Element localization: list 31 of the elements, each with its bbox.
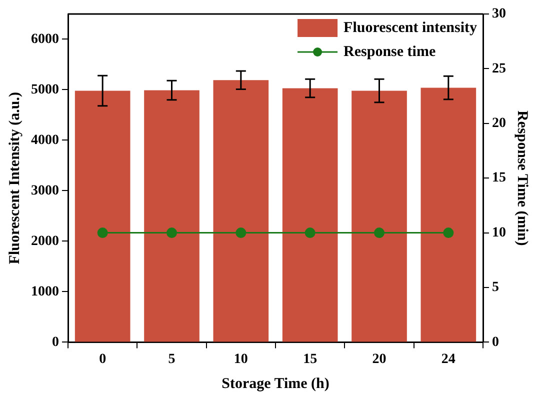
y-tick-label: 4000	[31, 132, 59, 148]
x-tick-label: 15	[303, 352, 318, 368]
legend-label: Fluorescent intensity	[344, 20, 478, 36]
y-tick-label: 2000	[31, 234, 59, 249]
x-axis-title: Storage Time (h)	[222, 376, 330, 392]
x-tick-label: 10	[234, 352, 248, 368]
y2-tick-label: 20	[492, 116, 506, 132]
y2-tick-label: 30	[492, 6, 506, 22]
bar	[352, 90, 407, 342]
y2-tick-label: 25	[492, 61, 506, 76]
y2-axis-title: Response Time (min)	[514, 110, 530, 246]
x-tick-label: 20	[372, 352, 386, 368]
y2-tick-label: 5	[492, 280, 499, 296]
x-tick-label: 24	[441, 352, 456, 368]
x-tick-label: 0	[99, 352, 106, 368]
bar	[420, 88, 476, 342]
y-tick-label: 1000	[31, 284, 59, 300]
y-axis-title: Fluorescent Intensity (a.u.)	[6, 92, 23, 264]
bar	[213, 80, 269, 342]
y2-tick-label: 15	[492, 170, 506, 186]
legend-label: Response time	[344, 44, 436, 60]
y-tick-label: 5000	[31, 82, 59, 98]
y-tick-label: 6000	[31, 32, 59, 47]
x-tick-label: 5	[168, 352, 176, 368]
bar	[144, 90, 200, 342]
y2-tick-label: 10	[492, 225, 506, 240]
bar	[282, 88, 338, 342]
y2-tick-label: 0	[492, 334, 499, 350]
y-tick-label: 3000	[31, 183, 59, 198]
bar	[74, 90, 130, 342]
y-tick-label: 0	[52, 334, 59, 350]
